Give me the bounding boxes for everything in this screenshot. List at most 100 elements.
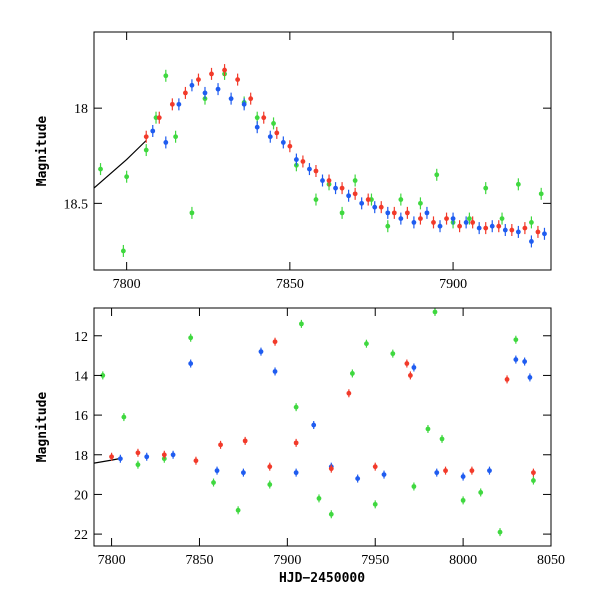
bottom-blue-point xyxy=(411,365,417,370)
top-green-point xyxy=(434,172,440,178)
top-red-point xyxy=(156,115,162,121)
bottom-green-point xyxy=(478,490,484,495)
top-blue-point xyxy=(463,220,469,225)
top-blue-point xyxy=(333,185,338,191)
bottom-model-curve xyxy=(94,457,123,464)
bottom-green-point xyxy=(100,373,106,378)
top-red-point xyxy=(522,225,528,231)
bottom-green-point xyxy=(293,404,299,410)
bottom-green-point xyxy=(135,462,141,468)
top-blue-point xyxy=(202,90,208,96)
top-green-point xyxy=(339,210,345,216)
top-blue-point xyxy=(163,140,169,145)
top-red-point xyxy=(209,71,214,77)
top-red-point xyxy=(404,210,410,216)
bottom-green-point xyxy=(390,351,396,357)
top-red-point xyxy=(169,101,175,107)
top-red-point xyxy=(313,168,319,174)
bottom-red-point xyxy=(272,339,278,345)
top-blue-point xyxy=(267,134,273,140)
top-blue-point xyxy=(176,101,182,107)
bottom-green-point xyxy=(316,496,322,501)
bottom-red-point xyxy=(218,442,223,448)
bottom-green-point xyxy=(439,436,445,442)
top-red-point xyxy=(391,210,397,216)
bottom-red-point xyxy=(328,466,334,472)
bottom-blue-point xyxy=(460,474,466,479)
bottom-red-point xyxy=(407,373,413,378)
top-blue-point xyxy=(476,225,482,231)
bottom-red-point xyxy=(267,464,273,470)
top-red-point xyxy=(470,220,476,225)
top-red-point xyxy=(274,130,280,136)
top-red-point xyxy=(431,220,436,225)
top-blue-point xyxy=(489,223,495,229)
top-green-point xyxy=(143,147,149,153)
top-red-point xyxy=(196,77,201,82)
top-xtick-label: 7800 xyxy=(113,277,141,292)
top-red-point xyxy=(143,134,149,140)
bottom-blue-point xyxy=(214,468,220,474)
bottom-green-point xyxy=(513,337,519,343)
top-panel-frame xyxy=(93,31,552,271)
bottom-panel-ticks: 7800 7850 7900 7950 8000 8050 12 14 16 18 20 22 xyxy=(74,308,565,568)
top-red-point xyxy=(418,216,423,221)
bottom-blue-point xyxy=(170,452,176,458)
top-green-point xyxy=(163,73,169,79)
bottom-panel-xlabel: HJD−2450000 xyxy=(279,571,365,586)
top-green-point xyxy=(98,166,103,172)
top-blue-point xyxy=(215,86,221,92)
top-panel-plot-area xyxy=(94,64,547,257)
bottom-green-point xyxy=(299,321,304,327)
bottom-blue-point xyxy=(188,361,194,366)
top-green-point xyxy=(529,220,534,225)
bottom-blue-point xyxy=(522,359,528,364)
bottom-green-point xyxy=(188,335,194,341)
top-red-point xyxy=(183,90,188,96)
bottom-green-point xyxy=(432,309,438,315)
top-red-point xyxy=(339,185,345,191)
top-green-point xyxy=(418,200,423,206)
bottom-ytick-label: 18 xyxy=(74,449,88,464)
bottom-red-point xyxy=(161,452,167,458)
bottom-blue-point xyxy=(487,468,492,474)
top-blue-point xyxy=(189,82,195,88)
bottom-green-point xyxy=(364,341,369,347)
top-red-point xyxy=(287,143,293,149)
top-ytick-label: 18.5 xyxy=(64,197,89,212)
top-blue-point xyxy=(502,227,508,233)
bottom-ytick-label: 14 xyxy=(74,369,88,384)
bottom-red-point xyxy=(404,361,410,366)
bottom-green-point xyxy=(372,501,378,507)
top-green-point xyxy=(499,216,505,221)
top-blue-point xyxy=(398,216,404,221)
bottom-green-point xyxy=(235,507,241,513)
top-green-point xyxy=(385,223,391,229)
bottom-red-point xyxy=(109,454,114,460)
bottom-green-point xyxy=(531,478,536,483)
top-red-point xyxy=(457,223,462,229)
top-green-point xyxy=(313,197,319,202)
bottom-red-point xyxy=(135,450,141,456)
bottom-xtick-label: 8050 xyxy=(537,553,565,568)
bottom-ytick-label: 12 xyxy=(74,330,88,345)
bottom-red-point xyxy=(346,390,352,396)
top-blue-point xyxy=(372,204,378,210)
top-blue-point xyxy=(280,140,286,145)
bottom-ytick-label: 20 xyxy=(74,488,88,503)
bottom-ytick-label: 16 xyxy=(74,409,88,424)
bottom-red-point xyxy=(372,464,378,470)
top-red-point xyxy=(378,204,384,210)
top-blue-point xyxy=(411,220,417,225)
top-green-point xyxy=(483,185,489,191)
bottom-red-point xyxy=(531,470,536,476)
top-red-point xyxy=(483,225,489,231)
top-red-point xyxy=(535,229,541,235)
top-xtick-label: 7900 xyxy=(439,277,467,292)
bottom-green-point xyxy=(411,484,417,489)
top-green-point xyxy=(398,197,404,202)
bottom-blue-point xyxy=(355,476,361,481)
bottom-blue-point xyxy=(241,470,246,476)
top-blue-point xyxy=(515,229,521,235)
bottom-xtick-label: 7900 xyxy=(273,553,301,568)
